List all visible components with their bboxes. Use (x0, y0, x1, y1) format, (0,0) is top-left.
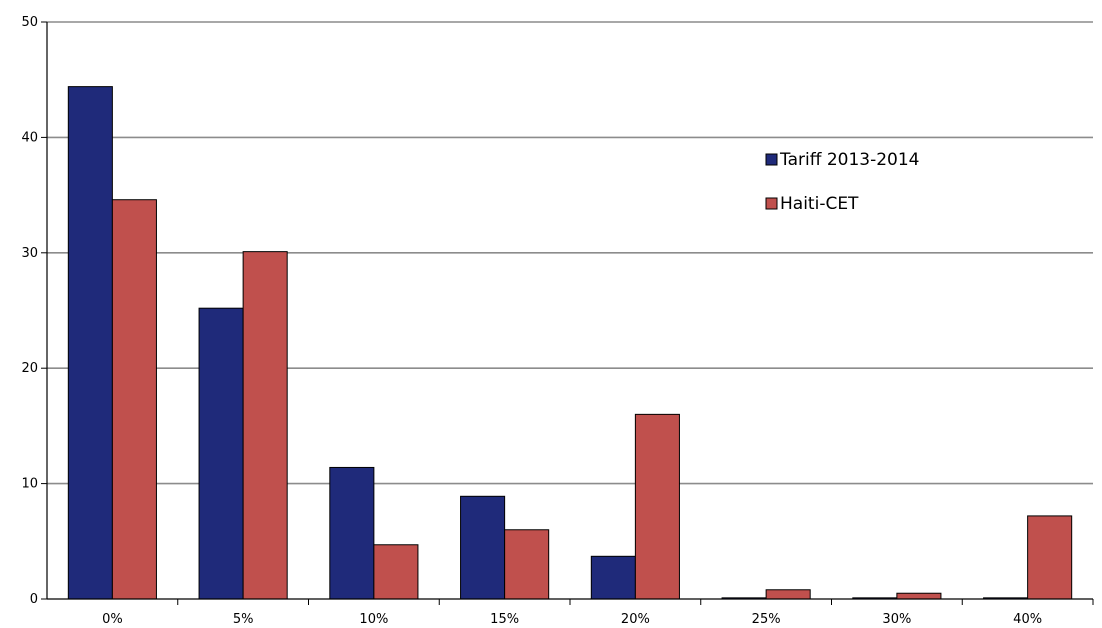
bar-haiti-cet-25pct (765, 589, 811, 600)
y-tick-label-10: 10 (21, 477, 38, 492)
x-tick-label-25pct: 25% (752, 612, 781, 627)
bar-haiti-cet-0pct (111, 199, 157, 600)
x-tick-label-0pct: 0% (102, 612, 123, 627)
bars (67, 86, 1073, 600)
x-tick-label-15pct: 15% (490, 612, 519, 627)
x-tick-label-20pct: 20% (621, 612, 650, 627)
bar-tariff-2013-2014-5pct (198, 307, 244, 600)
legend-swatch-0 (765, 153, 778, 166)
y-tick-label-20: 20 (21, 361, 38, 376)
legend-label-0: Tariff 2013-2014 (779, 150, 919, 170)
x-axis-ticks: 0% 5% 10% 15% 20% 25% 30% 40% (102, 599, 1094, 627)
bar-tariff-2013-2014-15pct (460, 495, 506, 600)
x-tick-label-5pct: 5% (233, 612, 254, 627)
legend-swatch-1 (765, 197, 778, 210)
bar-tariff-2013-2014-10pct (329, 466, 375, 600)
bar-haiti-cet-30pct (896, 592, 942, 600)
x-tick-label-10pct: 10% (359, 612, 388, 627)
x-tick-label-30pct: 30% (882, 612, 911, 627)
y-tick-label-50: 50 (21, 15, 38, 30)
y-axis-ticks: 0 10 20 30 40 50 (21, 15, 47, 607)
bar-haiti-cet-5pct (242, 251, 288, 600)
x-tick-label-40pct: 40% (1013, 612, 1042, 627)
y-tick-label-40: 40 (21, 130, 38, 145)
bar-haiti-cet-10pct (373, 544, 419, 600)
bar-haiti-cet-20pct (634, 413, 680, 600)
bar-haiti-cet-15pct (504, 529, 550, 600)
y-tick-label-30: 30 (21, 246, 38, 261)
bar-haiti-cet-40pct (1027, 515, 1073, 600)
legend-label-1: Haiti-CET (780, 194, 859, 214)
y-tick-label-0: 0 (30, 592, 38, 607)
bar-tariff-2013-2014-20pct (590, 555, 636, 600)
legend: Tariff 2013-2014 Haiti-CET (765, 150, 919, 214)
bar-tariff-2013-2014-0pct (67, 86, 113, 600)
